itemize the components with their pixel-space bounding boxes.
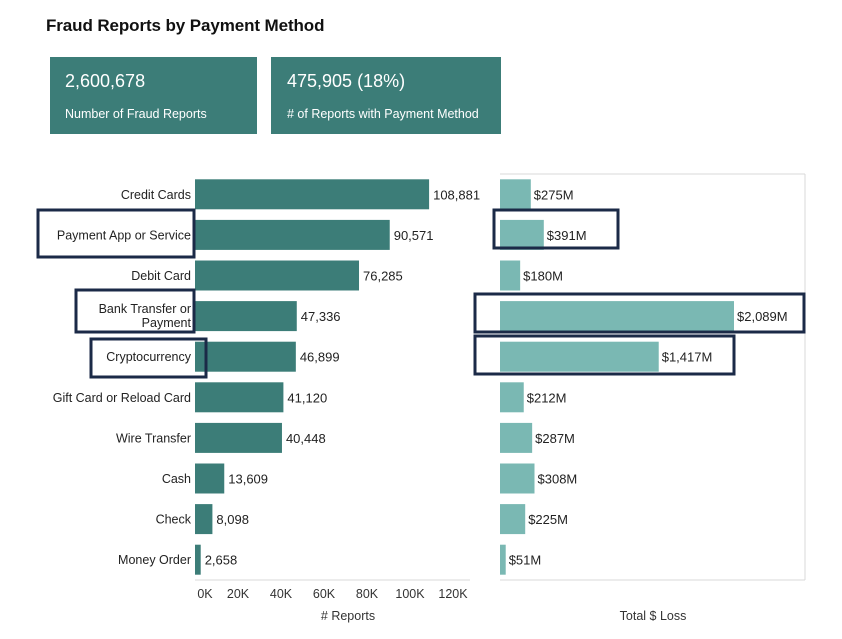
- reports-data-label: 40,448: [286, 431, 326, 446]
- highlight-box-payment-app-label: [36, 208, 196, 259]
- loss-data-label: $275M: [534, 187, 574, 202]
- reports-data-label: 8,098: [216, 512, 249, 527]
- x-tick-label: 0K: [197, 587, 213, 601]
- reports-data-label: 108,881: [433, 187, 480, 202]
- reports-data-label: 41,120: [287, 390, 327, 405]
- reports-bar: [195, 463, 225, 494]
- category-label: Gift Card or Reload Card: [53, 391, 191, 405]
- category-label: Wire Transfer: [116, 431, 191, 445]
- reports-bar: [195, 260, 360, 291]
- category-label: Money Order: [118, 553, 191, 567]
- reports-data-label: 47,336: [301, 309, 341, 324]
- highlight-box-crypto-loss: [473, 334, 736, 376]
- kpi-value: 2,600,678: [65, 71, 146, 91]
- category-label: Payment: [142, 316, 192, 330]
- loss-bar: [500, 463, 535, 494]
- reports-bar: [195, 341, 296, 372]
- highlight-box-payment-app-loss: [492, 208, 620, 250]
- kpi-value: 475,905 (18%): [287, 71, 406, 91]
- loss-bar: [500, 422, 533, 453]
- loss-data-label: $287M: [535, 431, 575, 446]
- x-tick-label: 20K: [227, 587, 250, 601]
- category-label: Payment App or Service: [57, 228, 191, 242]
- x-axis-title-reports: # Reports: [321, 609, 375, 623]
- highlight-box-crypto-label: [89, 337, 208, 379]
- reports-data-label: 76,285: [363, 269, 403, 284]
- reports-bar: [195, 544, 201, 575]
- loss-data-label: $2,089M: [737, 309, 788, 324]
- x-tick-label: 120K: [438, 587, 468, 601]
- loss-data-label: $212M: [527, 390, 567, 405]
- loss-bar: [500, 260, 521, 291]
- reports-data-label: 13,609: [228, 472, 268, 487]
- kpi-card-reports-with-payment-method: 475,905 (18%) # of Reports with Payment …: [271, 57, 501, 134]
- loss-data-label: $51M: [509, 553, 542, 568]
- category-label: Cryptocurrency: [106, 350, 191, 364]
- loss-bar: [500, 544, 506, 575]
- category-label: Debit Card: [131, 269, 191, 283]
- x-axis-title-loss: Total $ Loss: [620, 609, 687, 623]
- loss-data-label: $308M: [538, 472, 578, 487]
- x-tick-label: 60K: [313, 587, 336, 601]
- loss-data-label: $180M: [523, 269, 563, 284]
- kpi-card-fraud-reports: 2,600,678 Number of Fraud Reports: [50, 57, 257, 134]
- reports-bar: [195, 382, 284, 413]
- loss-bar: [500, 504, 526, 535]
- loss-data-label: $391M: [547, 228, 587, 243]
- reports-bar: [195, 422, 282, 453]
- category-label: Bank Transfer or: [99, 302, 191, 316]
- kpi-label: Number of Fraud Reports: [65, 107, 207, 121]
- x-tick-label: 40K: [270, 587, 293, 601]
- category-label: Check: [156, 513, 192, 527]
- loss-bar: [500, 179, 531, 210]
- loss-bar: [500, 382, 524, 413]
- reports-bar: [195, 179, 430, 210]
- page-title: Fraud Reports by Payment Method: [46, 16, 325, 35]
- loss-bar: [500, 219, 544, 250]
- loss-bar: [500, 341, 659, 372]
- loss-data-label: $1,417M: [662, 350, 713, 365]
- kpi-label: # of Reports with Payment Method: [287, 107, 479, 121]
- highlight-box-bank-transfer-label: [74, 288, 196, 334]
- x-tick-label: 80K: [356, 587, 379, 601]
- reports-bar: [195, 301, 297, 332]
- category-label: Credit Cards: [121, 188, 191, 202]
- reports-data-label: 2,658: [205, 553, 238, 568]
- highlight-box-bank-transfer-loss: [473, 292, 806, 334]
- x-tick-label: 100K: [395, 587, 425, 601]
- loss-data-label: $225M: [528, 512, 568, 527]
- category-label: Cash: [162, 472, 191, 486]
- reports-data-label: 90,571: [394, 228, 434, 243]
- loss-bar: [500, 301, 734, 332]
- reports-bar: [195, 504, 213, 535]
- reports-bar: [195, 219, 390, 250]
- reports-data-label: 46,899: [300, 350, 340, 365]
